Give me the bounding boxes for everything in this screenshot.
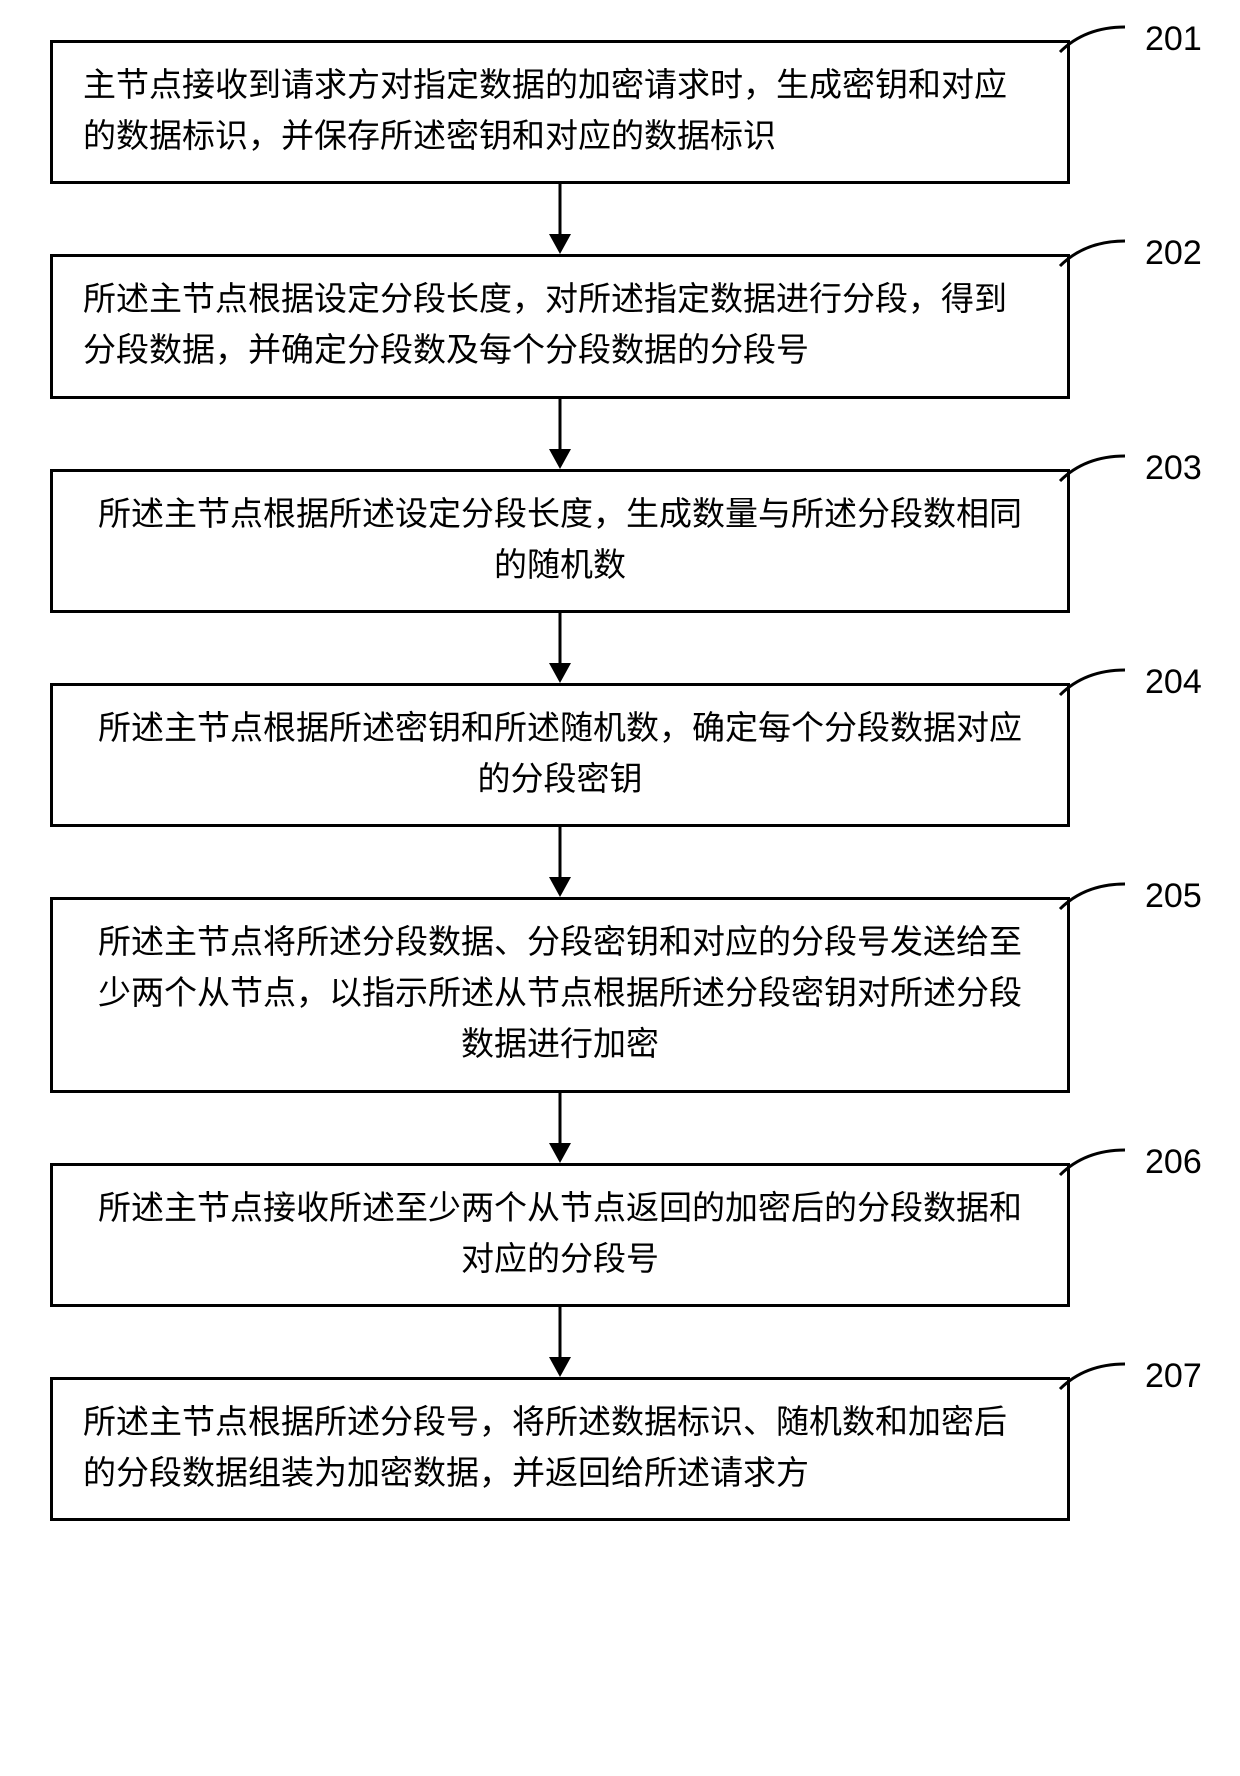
flow-step-207: 所述主节点根据所述分段号，将所述数据标识、随机数和加密后的分段数据组装为加密数据… (50, 1377, 1240, 1521)
flow-step-number: 202 (1145, 234, 1202, 273)
flow-step-text: 所述主节点根据所述设定分段长度，生成数量与所述分段数相同的随机数 (83, 490, 1037, 592)
flow-step-box: 所述主节点根据所述密钥和所述随机数，确定每个分段数据对应的分段密钥 (50, 683, 1070, 827)
flow-step-box: 所述主节点根据所述设定分段长度，生成数量与所述分段数相同的随机数 (50, 469, 1070, 613)
flow-step-box: 所述主节点将所述分段数据、分段密钥和对应的分段号发送给至少两个从节点，以指示所述… (50, 897, 1070, 1092)
flow-step-text: 所述主节点根据所述分段号，将所述数据标识、随机数和加密后的分段数据组装为加密数据… (83, 1398, 1037, 1500)
flow-step-206: 所述主节点接收所述至少两个从节点返回的加密后的分段数据和对应的分段号206 (50, 1163, 1240, 1307)
flow-step-number: 203 (1145, 449, 1202, 488)
flow-step-number: 205 (1145, 877, 1202, 916)
flow-step-text: 主节点接收到请求方对指定数据的加密请求时，生成密钥和对应的数据标识，并保存所述密… (83, 61, 1037, 163)
flow-step-text: 所述主节点根据设定分段长度，对所述指定数据进行分段，得到分段数据，并确定分段数及… (83, 275, 1037, 377)
flow-step-number: 206 (1145, 1143, 1202, 1182)
flow-step-number: 204 (1145, 663, 1202, 702)
flow-step-202: 所述主节点根据设定分段长度，对所述指定数据进行分段，得到分段数据，并确定分段数及… (50, 254, 1240, 398)
flow-step-box: 所述主节点根据设定分段长度，对所述指定数据进行分段，得到分段数据，并确定分段数及… (50, 254, 1070, 398)
flow-arrow (50, 1093, 1070, 1163)
encryption-flowchart: 主节点接收到请求方对指定数据的加密请求时，生成密钥和对应的数据标识，并保存所述密… (0, 0, 1240, 1521)
flow-step-203: 所述主节点根据所述设定分段长度，生成数量与所述分段数相同的随机数203 (50, 469, 1240, 613)
flow-step-box: 所述主节点根据所述分段号，将所述数据标识、随机数和加密后的分段数据组装为加密数据… (50, 1377, 1070, 1521)
flow-step-text: 所述主节点接收所述至少两个从节点返回的加密后的分段数据和对应的分段号 (83, 1184, 1037, 1286)
flow-arrow (50, 184, 1070, 254)
flow-step-box: 主节点接收到请求方对指定数据的加密请求时，生成密钥和对应的数据标识，并保存所述密… (50, 40, 1070, 184)
flow-step-text: 所述主节点将所述分段数据、分段密钥和对应的分段号发送给至少两个从节点，以指示所述… (83, 918, 1037, 1071)
flow-step-number: 207 (1145, 1357, 1202, 1396)
flow-arrow (50, 1307, 1070, 1377)
flow-step-text: 所述主节点根据所述密钥和所述随机数，确定每个分段数据对应的分段密钥 (83, 704, 1037, 806)
flow-arrow (50, 613, 1070, 683)
flow-step-box: 所述主节点接收所述至少两个从节点返回的加密后的分段数据和对应的分段号 (50, 1163, 1070, 1307)
flow-arrow (50, 827, 1070, 897)
flow-step-205: 所述主节点将所述分段数据、分段密钥和对应的分段号发送给至少两个从节点，以指示所述… (50, 897, 1240, 1092)
flow-step-204: 所述主节点根据所述密钥和所述随机数，确定每个分段数据对应的分段密钥204 (50, 683, 1240, 827)
flow-arrow (50, 399, 1070, 469)
flow-step-201: 主节点接收到请求方对指定数据的加密请求时，生成密钥和对应的数据标识，并保存所述密… (50, 40, 1240, 184)
flow-step-number: 201 (1145, 20, 1202, 59)
